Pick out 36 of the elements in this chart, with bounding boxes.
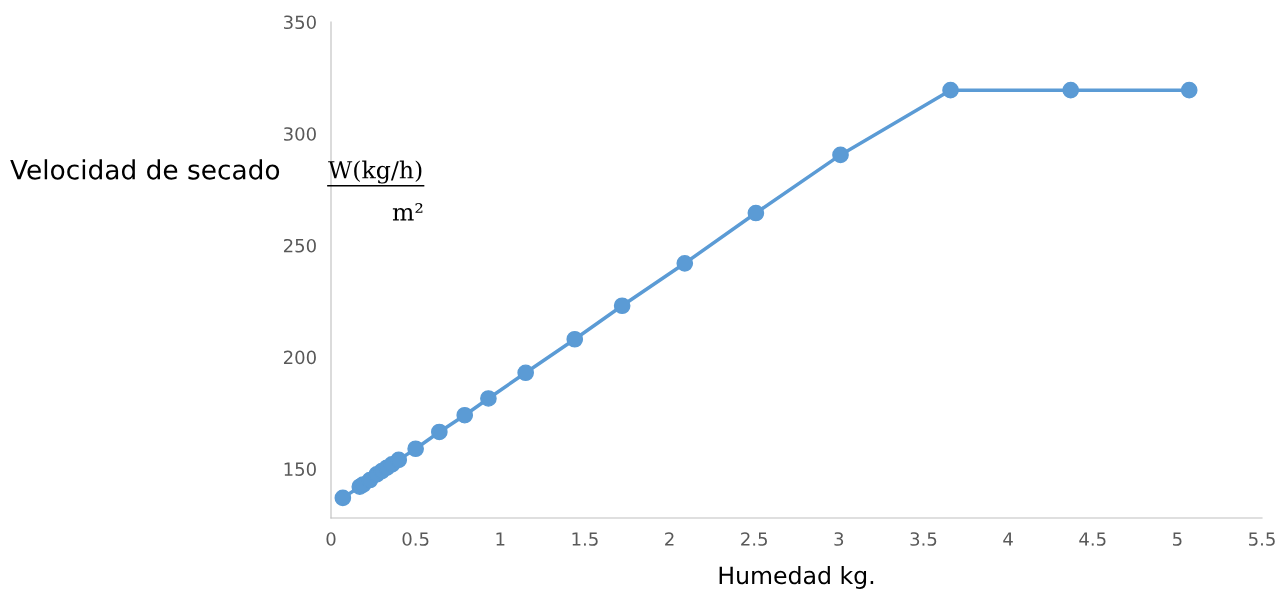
point — [431, 423, 448, 441]
x-tick-label: 1.5 — [572, 532, 598, 546]
x-tick-label: 4.5 — [1079, 532, 1106, 546]
point — [390, 451, 408, 469]
point — [1062, 81, 1080, 99]
y-tick-label: 300 — [284, 127, 316, 141]
x-tick-label: 0.5 — [402, 532, 429, 546]
x-tick-label: 5.5 — [1249, 532, 1275, 546]
point — [407, 440, 424, 458]
point — [456, 406, 474, 424]
y-axis-title: Velocidad de secado — [10, 159, 280, 180]
x-axis-title: Humedad kg. — [719, 566, 874, 589]
point — [613, 297, 631, 315]
x-tick-label: 2.5 — [741, 532, 767, 546]
y-tick-label: 350 — [284, 15, 316, 30]
x-tick-label: 3 — [834, 532, 844, 546]
x-tick-label: 3.5 — [910, 532, 937, 546]
y-tick-label: 150 — [284, 462, 316, 476]
point — [942, 81, 959, 99]
annotation: m² — [392, 202, 423, 221]
x-tick-label: 2 — [665, 532, 674, 546]
x-tick-label: 5 — [1173, 532, 1182, 546]
point — [517, 364, 534, 382]
annotation: W(kg/h) — [328, 160, 422, 184]
x-tick-label: 4 — [1003, 532, 1013, 546]
x-tick-label: 1 — [496, 532, 505, 546]
y-tick-label: 200 — [283, 350, 316, 365]
point — [480, 390, 497, 407]
point — [747, 204, 765, 222]
point — [1180, 81, 1198, 99]
point — [832, 146, 849, 164]
y-tick-label: 250 — [283, 238, 316, 253]
x-tick-label: 0 — [326, 532, 336, 546]
point — [676, 254, 694, 272]
point — [334, 489, 352, 507]
point — [566, 330, 584, 348]
